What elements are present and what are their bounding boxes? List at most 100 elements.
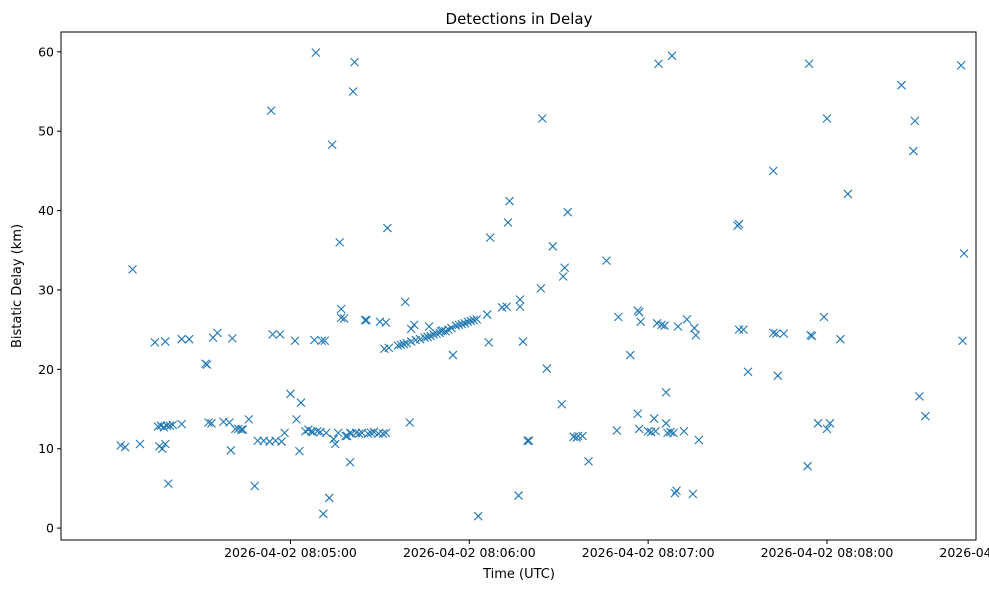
scatter-point: [317, 336, 327, 346]
scatter-point: [177, 419, 187, 429]
scatter-point: [773, 371, 783, 381]
y-tick-label: 0: [46, 521, 54, 536]
scatter-point: [771, 329, 781, 339]
scatter-point: [920, 411, 930, 421]
scatter-point: [207, 418, 216, 428]
scatter-point: [318, 509, 328, 519]
scatter-point: [578, 431, 587, 441]
scatter-point: [362, 315, 371, 325]
scatter-point: [165, 421, 175, 431]
scatter-point: [330, 439, 340, 449]
scatter-point: [236, 425, 246, 435]
scatter-point: [336, 304, 346, 314]
scatter-point: [286, 389, 295, 399]
scatter-point: [548, 241, 558, 251]
scatter-point: [691, 330, 701, 340]
scatter-point: [482, 310, 492, 319]
scatter-point: [694, 435, 704, 445]
scatter-point: [227, 333, 237, 343]
scatter-point: [335, 237, 345, 247]
scatter-point: [472, 314, 482, 324]
scatter-point: [244, 414, 254, 424]
scatter-point: [515, 302, 525, 312]
scatter-point: [184, 334, 194, 344]
scatter-point: [396, 340, 406, 350]
scatter-point: [360, 315, 370, 325]
scatter-point: [897, 80, 906, 90]
scatter-point: [378, 429, 388, 439]
scatter-point: [515, 295, 525, 304]
scatter-point: [420, 333, 430, 342]
scatter-point: [843, 189, 853, 199]
scatter-point: [226, 445, 236, 455]
scatter-point: [275, 330, 285, 339]
scatter-point: [613, 312, 623, 322]
scatter-point: [956, 60, 966, 70]
scatter-point: [660, 321, 669, 331]
scatter-point: [669, 428, 678, 438]
scatter-point: [329, 434, 339, 444]
scatter-point: [537, 114, 547, 123]
scatter-point: [503, 218, 513, 227]
scatter-point: [910, 116, 920, 126]
scatter-point: [409, 320, 419, 330]
data-series: [116, 48, 969, 521]
scatter-point: [667, 51, 677, 61]
scatter-point: [768, 166, 778, 176]
scatter-point: [558, 272, 568, 281]
scatter-point: [734, 325, 744, 335]
scatter-point: [657, 320, 666, 330]
scatter-point: [213, 328, 222, 338]
scatter-point: [451, 321, 461, 331]
scatter-point: [324, 493, 334, 503]
scatter-point: [473, 511, 483, 521]
scatter-point: [633, 409, 643, 419]
scatter-point: [649, 414, 659, 423]
scatter-point: [536, 283, 546, 293]
scatter-point: [405, 418, 415, 427]
x-tick-label: 2026-04-02 08:09:00: [939, 545, 989, 560]
scatter-point: [354, 429, 364, 439]
scatter-point: [150, 337, 160, 347]
scatter-point: [448, 350, 458, 360]
scatter-point: [661, 418, 671, 428]
scatter-point: [157, 444, 167, 454]
y-axis: 0 10 20 30 40 50 60: [38, 44, 61, 536]
scatter-point: [345, 457, 355, 467]
scatter-point: [280, 428, 289, 438]
chart-title: Detections in Delay: [446, 10, 593, 28]
scatter-point: [204, 418, 213, 427]
scatter-point: [524, 436, 534, 446]
scatter-point: [382, 223, 392, 233]
scatter-point: [120, 442, 130, 452]
x-tick-label: 2026-04-02 08:05:00: [224, 545, 357, 560]
scatter-point: [321, 428, 331, 438]
y-tick-label: 60: [38, 44, 54, 59]
scatter-point: [466, 316, 476, 326]
scatter-point: [560, 263, 570, 273]
scatter-point: [292, 414, 301, 424]
scatter-point: [654, 59, 663, 69]
scatter-point: [135, 439, 145, 449]
x-axis: 2026-04-02 08:05:00 2026-04-02 08:06:00 20…: [224, 540, 989, 560]
scatter-point: [400, 297, 410, 307]
scatter-point: [399, 339, 409, 349]
scatter-point: [290, 336, 300, 346]
scatter-point: [803, 461, 812, 471]
scatter-point: [454, 320, 464, 330]
scatter-point: [312, 426, 322, 436]
scatter-point: [295, 446, 304, 456]
y-axis-label: Bistatic Delay (km): [10, 224, 25, 348]
scatter-point: [825, 418, 835, 428]
plot-frame: [60, 31, 977, 541]
x-axis-label: Time (UTC): [482, 567, 555, 582]
scatter-point: [909, 146, 918, 156]
scatter-point: [250, 481, 260, 491]
scatter-point: [670, 488, 680, 498]
x-tick-label: 2026-04-02 08:08:00: [761, 545, 894, 560]
scatter-point: [457, 319, 467, 329]
scatter-point: [447, 323, 456, 333]
scatter-point: [266, 106, 276, 115]
scatter-point: [348, 87, 358, 96]
